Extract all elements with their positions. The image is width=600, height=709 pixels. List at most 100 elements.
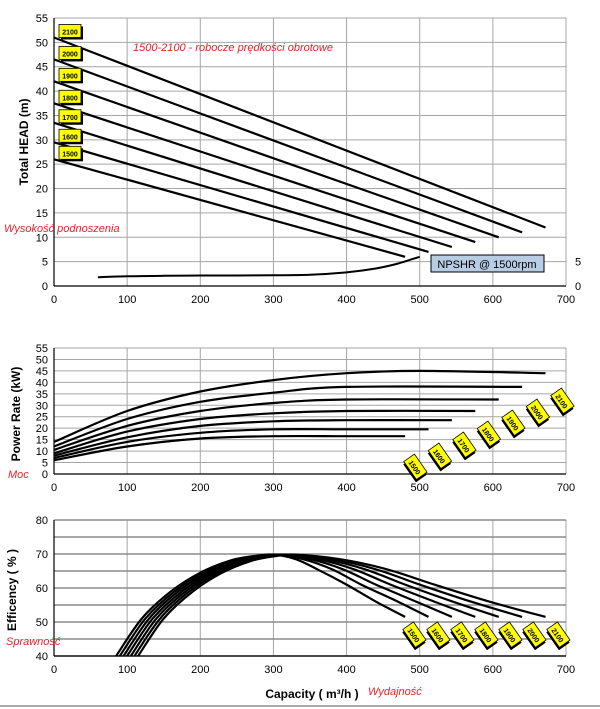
efficiency-chart: 1500 1600 1700 1800 1900 2000 2100 0 100 200 300 4…	[5, 515, 575, 701]
y-tick-label: 25	[36, 159, 48, 171]
x-tick-label: 0	[51, 294, 57, 306]
y-tick-label: 30	[36, 400, 48, 412]
npshr-label-text: NPSHR @ 1500rpm	[437, 259, 536, 271]
y-tick-label: 55	[36, 13, 48, 25]
efficiency-ylabel: Efficency ( % )	[5, 549, 19, 631]
efficiency-tick-labels: 0 100 200 300 400 500 600 700 40 50 60 70 80	[36, 515, 575, 676]
y-tick-label: 45	[36, 62, 48, 74]
badge-eff-2100: 2100	[546, 621, 571, 651]
curve-1700	[53, 419, 452, 457]
badge-head-1900-text: 1900	[62, 73, 78, 80]
efficiency-curves	[115, 553, 546, 657]
badge-eff-2100-box	[546, 621, 571, 649]
curve-2100	[53, 369, 546, 443]
power-ylabel-local: Moc	[8, 469, 29, 481]
badge-eff-1600: 1600	[426, 621, 451, 651]
badge-eff-2000: 2000	[522, 621, 547, 651]
x-tick-label: 0	[51, 482, 57, 494]
y-tick-label: 50	[36, 354, 48, 366]
power-tick-labels: 0 100 200 300 400 500 600 700 051015202530354045…	[36, 343, 575, 494]
curve-1500	[53, 158, 406, 258]
badge-eff-1700: 1700	[450, 621, 475, 651]
y-tick-label: 55	[36, 343, 48, 355]
x-tick-label: 100	[118, 294, 136, 306]
badge-head-1800-box	[58, 89, 82, 104]
x-tick-label: 300	[264, 664, 282, 676]
badge-eff-1500-box	[402, 621, 427, 649]
badge-head-1500: 1500	[58, 145, 83, 162]
x-tick-label: 600	[484, 482, 502, 494]
y-tick-label: 45	[36, 366, 48, 378]
badge-head-1700-box	[58, 109, 82, 124]
badge-eff-2000-box	[522, 621, 547, 649]
badge-eff-1900-box	[498, 621, 523, 649]
x-tick-label: 0	[51, 664, 57, 676]
badge-power-1800: 1800	[476, 420, 502, 450]
curve-2100	[137, 553, 546, 657]
efficiency-ylabel-local: Sprawność	[6, 636, 61, 648]
badge-power-1900: 1900	[501, 409, 526, 439]
power-curves	[53, 369, 546, 462]
badge-power-1600: 1600	[427, 442, 453, 472]
y-tick-label: 35	[36, 110, 48, 122]
y-tick-label: 40	[36, 86, 48, 98]
head-speed-badges: 1500 1600 1700 1800 1900 2000 2100	[58, 24, 83, 162]
badge-head-1900: 1900	[58, 67, 83, 84]
x-tick-label: 200	[191, 664, 209, 676]
efficiency-speed-badges: 1500 1600 1700 1800 1900 2000 2100	[402, 621, 571, 651]
badge-power-1800-box	[476, 420, 502, 448]
head-tick-labels: 0 100 200 300 400 500 600 700051015202530354045…	[36, 13, 581, 306]
x-tick-label: 700	[557, 664, 575, 676]
curve-2000	[53, 58, 523, 234]
badge-power-2100-box	[550, 387, 575, 415]
badge-head-1500-text: 1500	[62, 151, 78, 158]
y-tick-label: 35	[36, 389, 48, 401]
curve-1600	[53, 141, 429, 253]
x-tick-label: 100	[118, 482, 136, 494]
y-tick-label: 40	[36, 651, 48, 663]
y-tick-label: 10	[36, 232, 48, 244]
curve-1500	[53, 434, 406, 462]
y-tick-label: 10	[36, 446, 48, 458]
x-tick-label: 400	[337, 482, 355, 494]
badge-power-1900-box	[501, 409, 526, 437]
curve-1600	[53, 427, 429, 460]
head-note: 1500-2100 - robocze prędkości obrotowe	[133, 42, 333, 54]
y-tick-label: 5	[42, 257, 48, 269]
badge-power-2100: 2100	[550, 387, 575, 417]
badge-head-1600-box	[58, 128, 82, 143]
badge-head-2100-box	[58, 24, 82, 38]
y-tick-label: 15	[36, 435, 48, 447]
y-tick-label: 50	[36, 617, 48, 629]
y-tick-label: 25	[36, 412, 48, 424]
y-tick-label: 0	[42, 281, 48, 293]
npshr-label: NPSHR @ 1500rpm	[430, 254, 545, 273]
head-curves	[53, 36, 546, 258]
x-tick-label: 500	[411, 664, 429, 676]
badge-eff-1500: 1500	[402, 621, 427, 651]
y-tick-label: 80	[36, 515, 48, 527]
x-tick-label: 400	[337, 664, 355, 676]
curve-1900	[53, 398, 499, 451]
badge-head-1900-box	[58, 67, 82, 82]
badge-head-2000-box	[58, 46, 82, 60]
efficiency-xlabel-local: Wydajność	[368, 686, 422, 698]
badge-power-1500-box	[403, 453, 428, 481]
efficiency-xlabel: Capacity ( m³/h )	[265, 687, 358, 701]
y-tick-label: 15	[36, 208, 48, 220]
y-tick-label: 70	[36, 549, 48, 561]
y-tick-label: 60	[36, 583, 48, 595]
y-tick-label: 0	[42, 469, 48, 481]
badge-eff-1900: 1900	[498, 621, 523, 651]
x-tick-label: 200	[191, 482, 209, 494]
badge-eff-1800-box	[474, 621, 499, 649]
x-tick-label: 500	[411, 482, 429, 494]
head-grid	[53, 17, 567, 287]
x-tick-label: 100	[118, 664, 136, 676]
right-axis-tick-label: 5	[575, 257, 581, 269]
npshr-line	[97, 255, 420, 279]
curve-1800	[53, 409, 476, 455]
badge-head-2100: 2100	[58, 24, 83, 40]
